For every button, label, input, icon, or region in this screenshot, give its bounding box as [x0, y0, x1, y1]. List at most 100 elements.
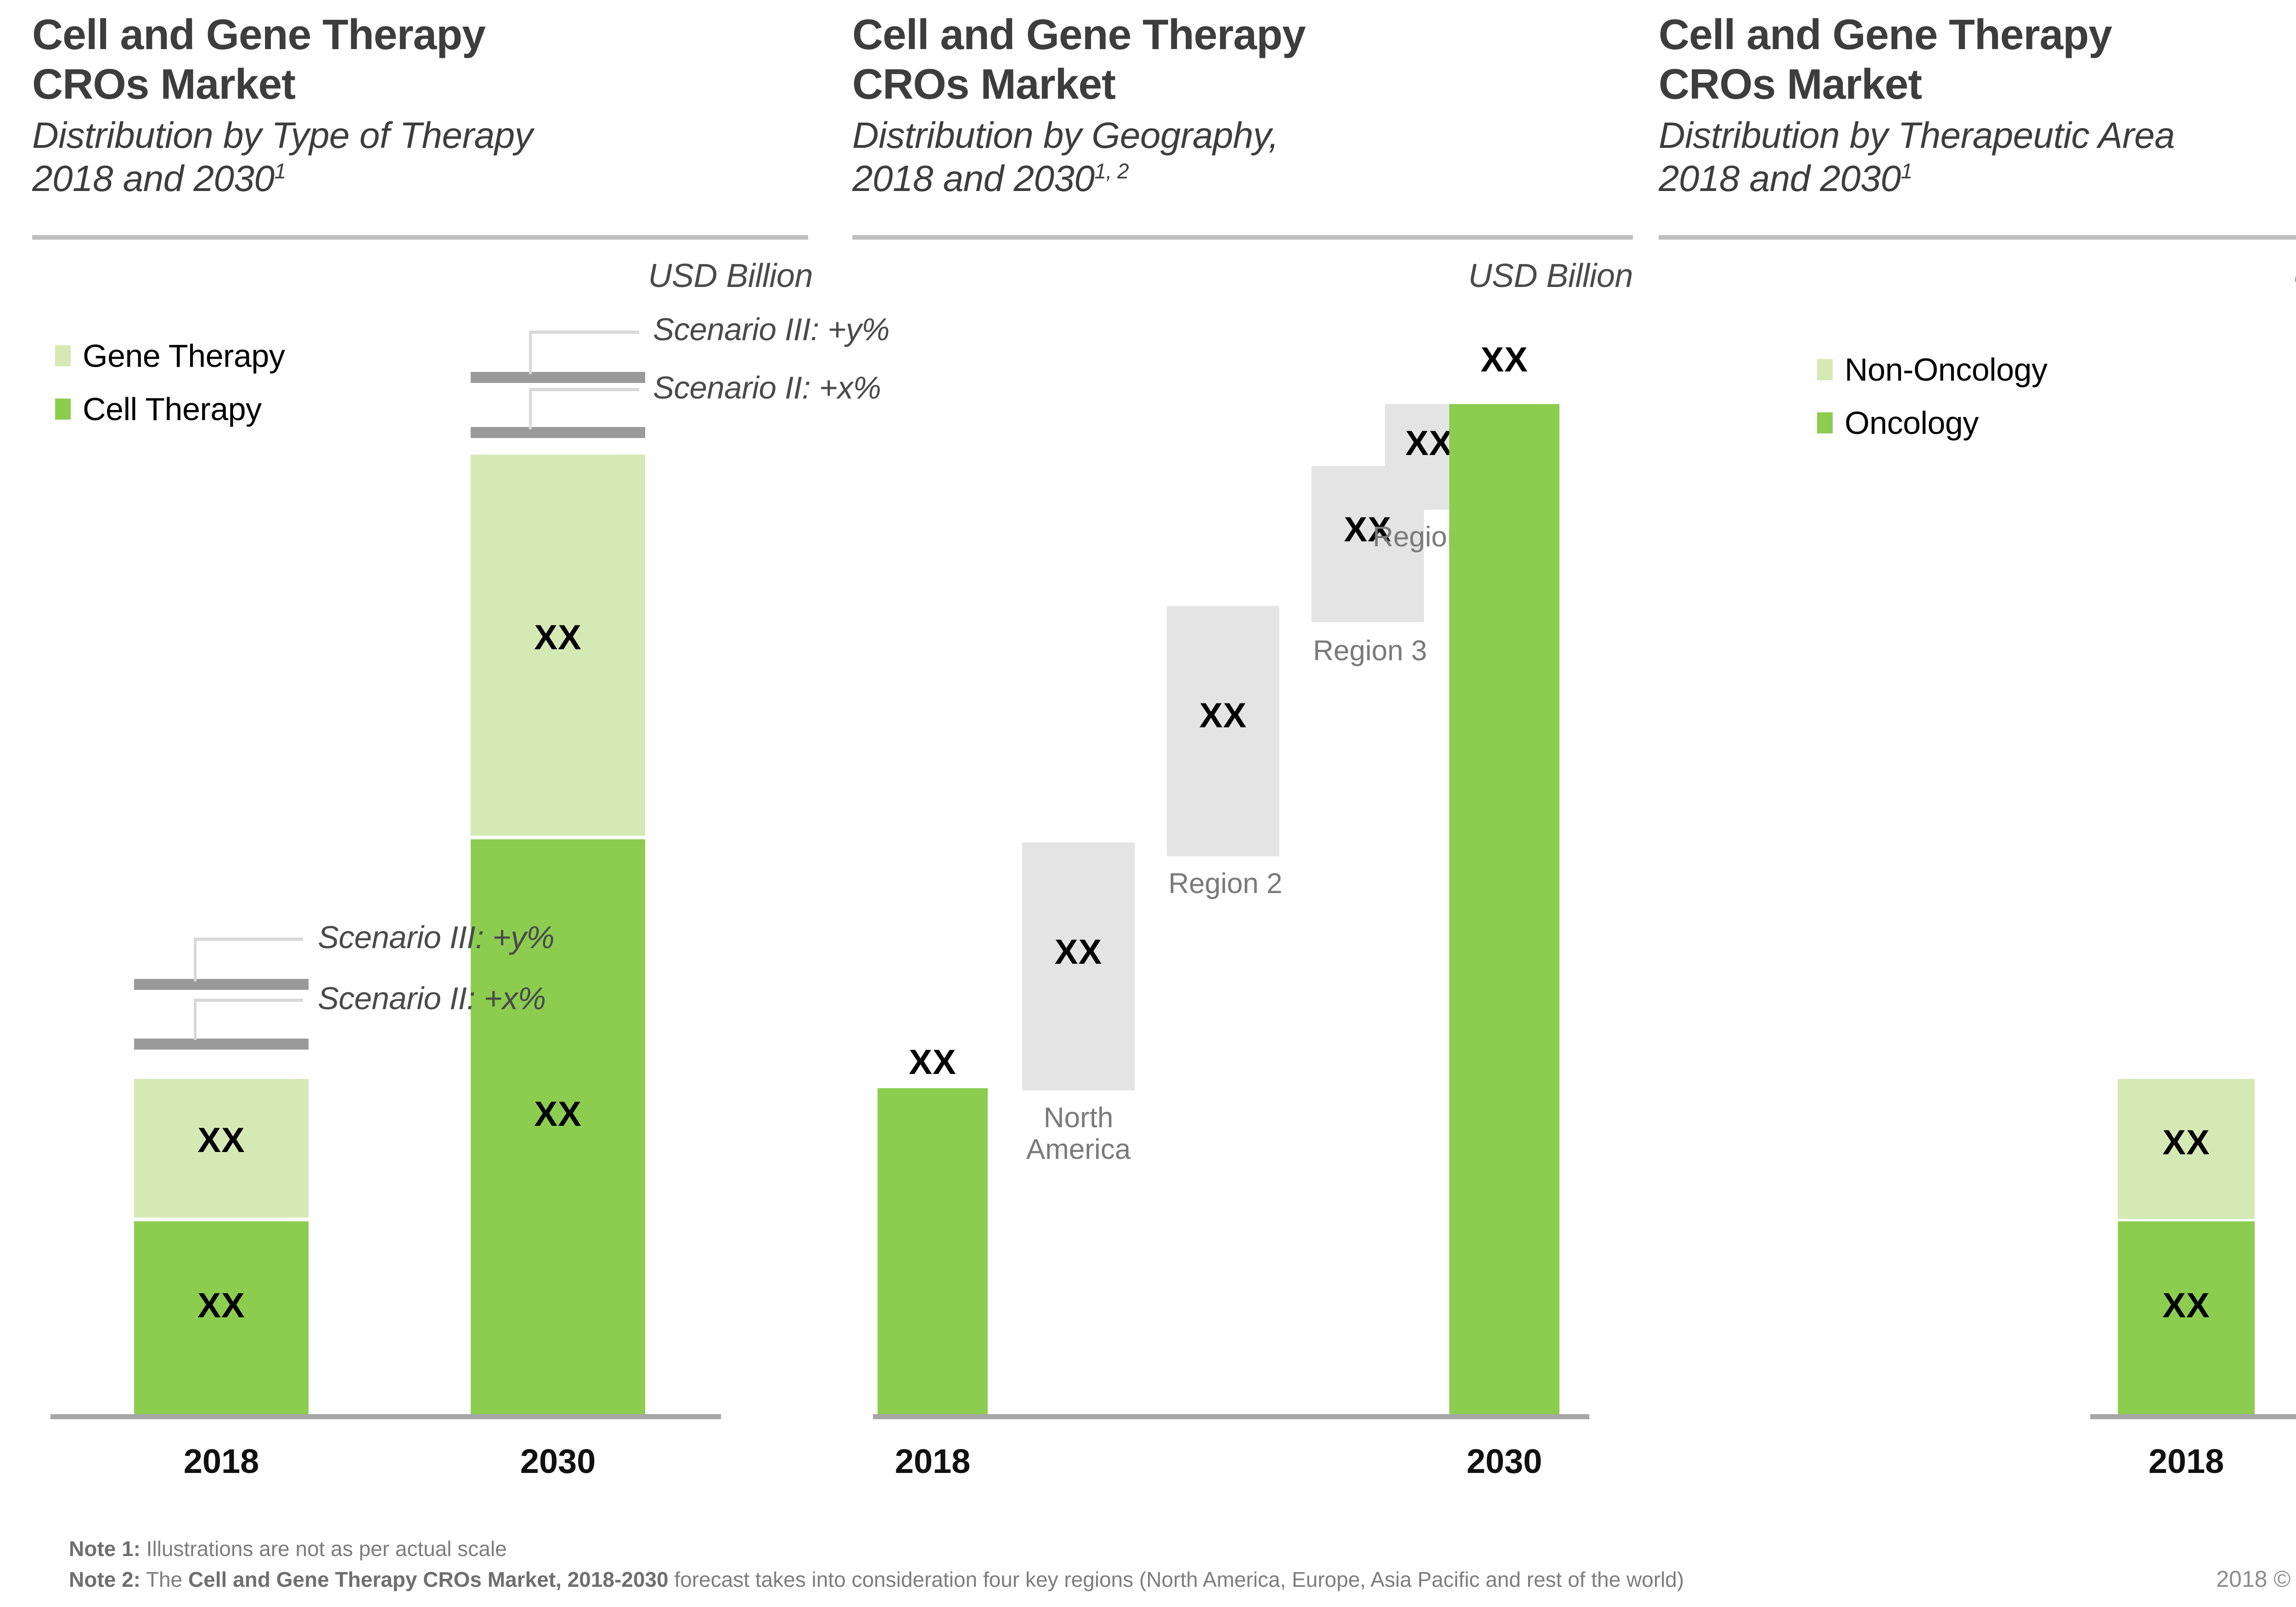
bar-2030-total[interactable]: [1449, 404, 1559, 1416]
footnote-marker: 1: [1901, 159, 1913, 183]
chart-legend: Non-Oncology Oncology: [1817, 351, 2048, 458]
panel-subtitle-line1: Distribution by Therapeutic Area: [1659, 114, 2175, 156]
chart-plot-area: Non-Oncology Oncology XX XX XX XX: [1659, 0, 2296, 1497]
panel-title: Cell and Gene Therapy CROs Market: [1659, 10, 2296, 109]
legend-item-oncology[interactable]: Oncology: [1817, 405, 2047, 441]
scenario-label-2018-iii: Scenario III: +y%: [318, 920, 555, 955]
panel-type-of-therapy: Cell and Gene Therapy CROs Market Distri…: [32, 0, 890, 1497]
x-axis-line: [2090, 1414, 2296, 1419]
scenario-label-2030-iii: Scenario III: +y%: [653, 312, 890, 347]
scenario-label-2030-ii: Scenario II: +x%: [653, 370, 881, 405]
copyright-notice: 2018 © Roots Analysis: [2216, 1566, 2296, 1592]
legend-item-non-oncology[interactable]: Non-Oncology: [1817, 351, 2048, 388]
panel-title-line2: CROs Market: [32, 60, 296, 108]
footnote-2: Note 2: The Cell and Gene Therapy CROs M…: [69, 1567, 1684, 1591]
footnotes: Note 1: Illustrations are not as per act…: [69, 1534, 1684, 1595]
scenario-leader-horizontal: [194, 938, 303, 941]
scenario-marker-bar-2030-iii: [471, 372, 645, 383]
chart-plot-area: XX XX North America XX Region 2 XX Regio…: [852, 0, 1633, 1497]
legend-label: Non-Oncology: [1845, 352, 2048, 388]
x-axis-tick-2030: 2030: [520, 1442, 596, 1480]
legend-swatch-icon: [1817, 359, 1833, 380]
legend-swatch-icon: [55, 345, 71, 366]
footnote-marker: 1: [274, 159, 286, 183]
panel-header: Cell and Gene Therapy CROs Market Distri…: [1659, 10, 2296, 201]
footnote-2-text: forecast takes into consideration four k…: [668, 1567, 1684, 1591]
header-divider: [852, 235, 1633, 240]
x-axis-tick-2030: 2030: [1466, 1442, 1542, 1480]
panel-therapeutic-area: Cell and Gene Therapy CROs Market Distri…: [1659, 0, 2296, 1497]
panel-subtitle: Distribution by Type of Therapy 2018 and…: [32, 114, 813, 201]
header-divider: [32, 235, 808, 240]
units-label: USD Billion: [648, 258, 813, 294]
scenario-marker-bar-2030-ii: [471, 427, 645, 438]
bar-2018-gene-therapy[interactable]: XX: [134, 1079, 309, 1218]
panel-title: Cell and Gene Therapy CROs Market: [852, 10, 1633, 109]
header-divider: [1659, 235, 2296, 240]
legend-item-cell-therapy[interactable]: Cell Therapy: [55, 391, 285, 427]
panel-title-line1: Cell and Gene Therapy: [32, 11, 486, 58]
scenario-label-2018-ii: Scenario II: +x%: [318, 981, 546, 1016]
bar-value-label: XX: [1054, 933, 1103, 972]
bar-value-label: XX: [534, 618, 582, 657]
x-axis-line: [873, 1414, 1589, 1419]
scenario-marker-bar-2018-iii: [134, 979, 309, 990]
scenario-leader-horizontal: [529, 388, 639, 391]
bar-2018-non-oncology[interactable]: XX: [2118, 1079, 2255, 1219]
waterfall-step-north-america[interactable]: XX: [1022, 843, 1135, 1090]
footnote-1-label: Note 1:: [69, 1537, 141, 1561]
panel-title-line2: CROs Market: [852, 60, 1116, 108]
scenario-leader-horizontal: [194, 999, 303, 1002]
x-axis-line: [51, 1414, 721, 1419]
units-label: USD Billion: [1468, 258, 1633, 294]
waterfall-label-north-america: North America: [1026, 1102, 1131, 1166]
scenario-leader-vertical: [529, 388, 532, 429]
bar-value-label: XX: [1344, 510, 1392, 549]
bar-top-value-2018: XX: [909, 1043, 957, 1082]
panel-header: Cell and Gene Therapy CROs Market Distri…: [32, 10, 813, 201]
bar-top-value-2030: XX: [1480, 340, 1528, 379]
units-label: USD Billion: [2044, 257, 2296, 295]
bar-value-label: XX: [2162, 1286, 2210, 1325]
legend-label: Gene Therapy: [83, 338, 285, 374]
bar-value-label: XX: [197, 1121, 245, 1160]
scenario-marker-bar-2018-ii: [134, 1039, 309, 1050]
scenario-leader-vertical: [194, 999, 197, 1040]
x-axis-tick-2018: 2018: [2148, 1442, 2224, 1480]
bar-2030-cell-therapy[interactable]: XX: [471, 839, 645, 1414]
chart-plot-area: Gene Therapy Cell Therapy Scenario III: …: [32, 0, 890, 1497]
panel-title: Cell and Gene Therapy CROs Market: [32, 10, 813, 109]
footnote-1-text: Illustrations are not as per actual scal…: [140, 1537, 507, 1561]
panel-subtitle-line2: 2018 and 20301: [1659, 158, 1913, 199]
footnote-marker: 1, 2: [1094, 159, 1129, 183]
panel-subtitle-line2: 2018 and 20301, 2: [852, 158, 1129, 199]
legend-item-gene-therapy[interactable]: Gene Therapy: [55, 337, 285, 374]
waterfall-label-region-3: Region 3: [1313, 635, 1427, 667]
legend-label: Oncology: [1845, 405, 1979, 441]
panel-header: Cell and Gene Therapy CROs Market Distri…: [852, 10, 1633, 201]
panel-geography: Cell and Gene Therapy CROs Market Distri…: [852, 0, 1633, 1497]
panel-title-line2: CROs Market: [1659, 60, 1922, 108]
legend-label: Cell Therapy: [83, 391, 262, 427]
bar-value-label: XX: [197, 1286, 245, 1325]
x-axis-tick-2018: 2018: [183, 1442, 259, 1480]
panel-subtitle: Distribution by Geography, 2018 and 2030…: [852, 114, 1633, 201]
bar-2018-cell-therapy[interactable]: XX: [134, 1221, 309, 1414]
legend-swatch-icon: [1817, 412, 1833, 433]
bar-2018-oncology[interactable]: XX: [2118, 1221, 2255, 1414]
bar-2030-gene-therapy[interactable]: XX: [471, 455, 645, 836]
waterfall-step-region-2[interactable]: XX: [1167, 606, 1279, 856]
scenario-leader-vertical: [194, 938, 197, 981]
footnote-2-label: Note 2:: [69, 1567, 141, 1591]
x-axis-tick-2018: 2018: [895, 1442, 971, 1480]
bar-2018-total[interactable]: [878, 1088, 988, 1416]
bar-value-label: XX: [534, 1095, 582, 1134]
scenario-leader-vertical: [529, 331, 532, 374]
panel-subtitle-line2: 2018 and 20301: [32, 158, 286, 199]
scenario-leader-horizontal: [529, 331, 639, 334]
panel-subtitle-line1: Distribution by Geography,: [852, 114, 1279, 156]
bar-value-label: XX: [1199, 696, 1247, 735]
panel-title-line1: Cell and Gene Therapy: [1659, 11, 2112, 58]
bar-value-label: XX: [2162, 1123, 2210, 1162]
